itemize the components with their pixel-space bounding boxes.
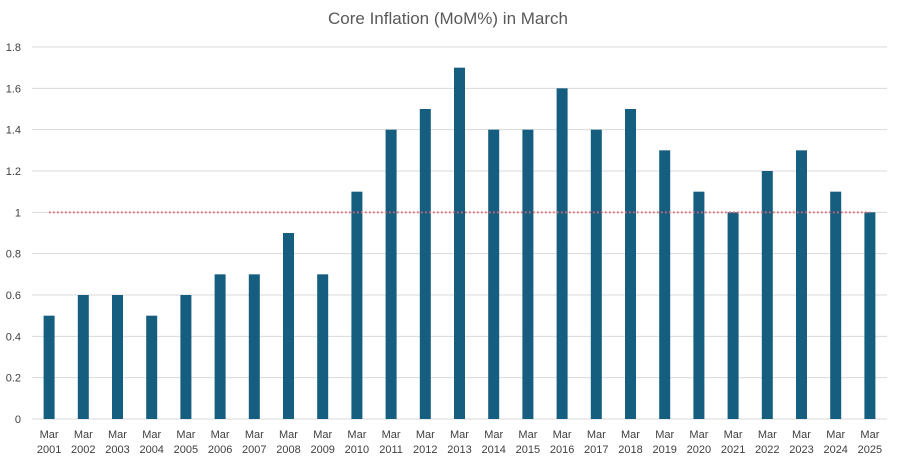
x-tick-label-month: Mar <box>40 429 59 441</box>
bar <box>43 315 55 419</box>
bar <box>556 88 568 419</box>
x-tick-label-year: 2015 <box>516 444 540 456</box>
x-tick-label-year: 2014 <box>481 444 505 456</box>
x-tick-label-month: Mar <box>621 429 640 441</box>
bar <box>522 129 534 419</box>
x-tick-label-month: Mar <box>211 429 230 441</box>
bar <box>112 295 123 419</box>
x-tick-label-year: 2017 <box>584 444 608 456</box>
bar <box>351 191 363 419</box>
x-tick-label-year: 2007 <box>242 444 266 456</box>
y-axis-ticks: 0 0.2 0.4 0.6 0.8 1 1.2 1.4 1.6 1.8 <box>6 42 21 426</box>
x-tick-label-year: 2001 <box>37 444 61 456</box>
bar <box>864 212 876 419</box>
bar <box>317 274 329 419</box>
y-tick-label: 0.4 <box>6 331 21 343</box>
x-tick-label-month: Mar <box>689 429 708 441</box>
bar <box>761 171 773 419</box>
bar <box>77 295 89 419</box>
chart-title: Core Inflation (MoM%) in March <box>328 9 568 28</box>
x-tick-label-month: Mar <box>518 429 537 441</box>
x-tick-label-year: 2018 <box>618 444 642 456</box>
x-tick-label-month: Mar <box>450 429 469 441</box>
x-tick-label-year: 2004 <box>139 444 163 456</box>
x-axis-ticks: Mar 2001 Mar 2002 Mar 2003 Mar 2004 Mar 2005 Mar 20… <box>37 429 882 456</box>
x-tick-label-year: 2019 <box>652 444 676 456</box>
x-tick-label-year: 2022 <box>755 444 779 456</box>
bar <box>830 191 842 419</box>
y-tick-label: 0.8 <box>6 249 21 261</box>
x-tick-label-month: Mar <box>860 429 879 441</box>
bar <box>693 191 705 419</box>
x-tick-label-month: Mar <box>826 429 845 441</box>
x-tick-label-year: 2021 <box>721 444 745 456</box>
x-tick-label-year: 2008 <box>276 444 300 456</box>
x-tick-label-month: Mar <box>142 429 161 441</box>
x-tick-label-year: 2005 <box>174 444 198 456</box>
bar <box>248 274 260 419</box>
bar <box>283 233 294 419</box>
x-tick-label-month: Mar <box>416 429 435 441</box>
x-tick-label-year: 2025 <box>858 444 882 456</box>
x-tick-label-year: 2012 <box>413 444 437 456</box>
bar <box>385 129 397 419</box>
x-tick-label-year: 2003 <box>105 444 129 456</box>
y-tick-label: 0.6 <box>6 290 21 302</box>
x-tick-label-year: 2009 <box>310 444 334 456</box>
x-tick-label-month: Mar <box>758 429 777 441</box>
bar <box>180 295 192 419</box>
y-tick-label: 1.8 <box>6 42 21 54</box>
y-tick-label: 0.2 <box>6 373 21 385</box>
y-tick-label: 0 <box>15 414 21 426</box>
bar <box>796 150 807 420</box>
x-tick-label-month: Mar <box>108 429 127 441</box>
x-tick-label-month: Mar <box>382 429 401 441</box>
x-tick-label-month: Mar <box>587 429 606 441</box>
x-tick-label-year: 2020 <box>687 444 711 456</box>
bar <box>146 315 158 419</box>
bar <box>488 129 500 419</box>
bars <box>43 67 876 420</box>
x-tick-label-month: Mar <box>176 429 195 441</box>
x-tick-label-year: 2006 <box>208 444 232 456</box>
x-tick-label-year: 2010 <box>345 444 369 456</box>
x-tick-label-month: Mar <box>484 429 503 441</box>
x-tick-label-year: 2023 <box>789 444 813 456</box>
x-tick-label-year: 2024 <box>823 444 847 456</box>
x-tick-label-month: Mar <box>347 429 366 441</box>
x-tick-label-month: Mar <box>313 429 332 441</box>
y-tick-label: 1.2 <box>6 166 21 178</box>
x-tick-label-month: Mar <box>792 429 811 441</box>
x-tick-label-month: Mar <box>553 429 572 441</box>
bar <box>454 67 465 420</box>
x-tick-label-month: Mar <box>279 429 298 441</box>
x-tick-label-year: 2013 <box>447 444 471 456</box>
y-tick-label: 1.4 <box>6 125 21 137</box>
y-tick-label: 1 <box>15 207 21 219</box>
x-tick-label-month: Mar <box>245 429 264 441</box>
bar <box>625 109 636 419</box>
bar <box>590 129 602 419</box>
bar <box>419 109 431 419</box>
x-tick-label-year: 2002 <box>71 444 95 456</box>
x-tick-label-year: 2011 <box>379 444 403 456</box>
bar <box>214 274 226 419</box>
x-tick-label-month: Mar <box>74 429 93 441</box>
x-tick-label-month: Mar <box>655 429 674 441</box>
y-tick-label: 1.6 <box>6 83 21 95</box>
x-tick-label-year: 2016 <box>550 444 574 456</box>
bar <box>659 150 671 420</box>
x-tick-label-month: Mar <box>724 429 743 441</box>
bar <box>727 212 739 419</box>
